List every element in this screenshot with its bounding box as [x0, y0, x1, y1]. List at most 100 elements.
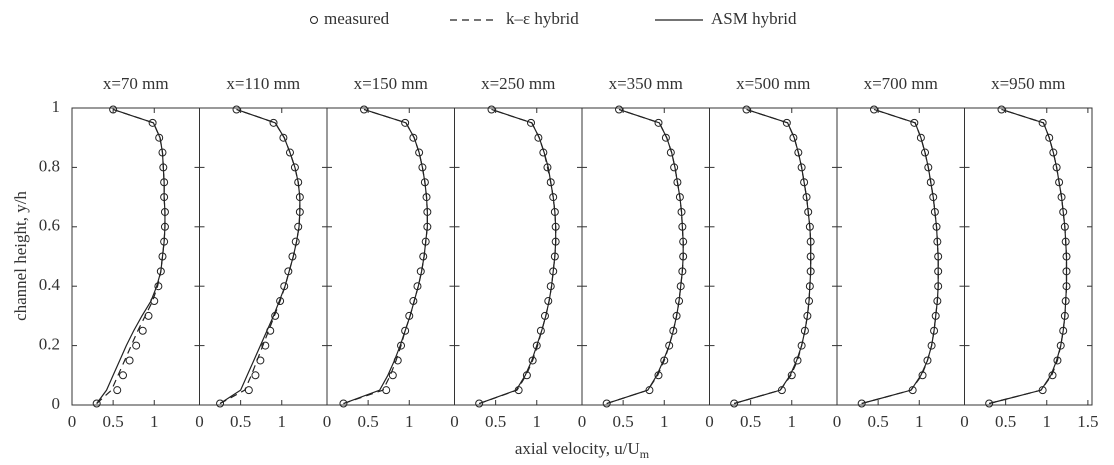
- data-point: [401, 326, 410, 335]
- dashed-line: [989, 108, 1068, 405]
- data-point: [216, 399, 225, 408]
- x-tick-label: 0: [833, 412, 842, 431]
- x-tick-label: 1: [150, 412, 159, 431]
- data-point: [615, 105, 624, 114]
- x-tick-label: 0: [68, 412, 77, 431]
- data-point: [279, 133, 288, 142]
- y-axis-label: channel height, y/h: [11, 191, 30, 321]
- data-point: [148, 118, 157, 127]
- panel-frame: [964, 107, 1093, 406]
- x-tick-label: 0: [323, 412, 332, 431]
- dashed-line: [219, 108, 301, 405]
- panel-frame: [71, 107, 200, 406]
- x-tick-label: 0: [195, 412, 204, 431]
- solid-line: [606, 108, 684, 405]
- dashed-line: [861, 108, 939, 405]
- data-point: [232, 105, 241, 114]
- data-point: [125, 356, 134, 365]
- data-point: [144, 311, 153, 320]
- x-tick-label: 1: [1043, 412, 1052, 431]
- data-point: [527, 118, 535, 127]
- dashed-line: [734, 108, 812, 405]
- data-point: [132, 341, 141, 350]
- data-point: [997, 105, 1006, 114]
- x-axis-label-subscript: m: [640, 447, 650, 461]
- data-point: [251, 371, 260, 380]
- data-point: [797, 341, 806, 350]
- x-tick-label: 0.5: [103, 412, 124, 431]
- panel-title: x=250 mm: [481, 74, 555, 93]
- data-point: [119, 371, 127, 380]
- legend-label: measured: [324, 9, 390, 28]
- x-tick-label: 0: [960, 412, 969, 431]
- data-point: [870, 105, 879, 114]
- data-point: [923, 356, 932, 365]
- solid-line: [219, 108, 301, 405]
- x-tick-label: 0: [450, 412, 459, 431]
- data-point: [782, 118, 791, 127]
- solid-line: [343, 108, 428, 405]
- x-tick-label: 0: [705, 412, 714, 431]
- x-tick-label: 1: [405, 412, 414, 431]
- solid-line: [734, 108, 812, 405]
- x-axis-label: axial velocity, u/Um: [515, 439, 650, 461]
- y-tick-label: 0.8: [39, 156, 60, 175]
- panel-frame: [326, 107, 455, 406]
- dashed-line: [96, 108, 166, 404]
- data-point: [1049, 148, 1058, 157]
- y-tick-label: 0.2: [39, 335, 60, 354]
- data-point: [794, 148, 803, 157]
- panel-frame: [581, 107, 710, 406]
- data-point: [388, 371, 397, 380]
- x-tick-label: 0.5: [740, 412, 761, 431]
- data-point: [916, 133, 925, 142]
- legend-label: k–ε hybrid: [506, 9, 579, 28]
- y-tick-label: 1: [52, 97, 61, 116]
- panel-title: x=700 mm: [864, 74, 938, 93]
- data-point: [1045, 133, 1054, 142]
- data-point: [661, 133, 670, 142]
- x-tick-label: 1.5: [1077, 412, 1098, 431]
- x-tick-label: 1: [915, 412, 924, 431]
- data-point: [290, 163, 299, 172]
- x-tick-label: 0: [578, 412, 587, 431]
- data-point: [285, 148, 294, 157]
- data-point: [138, 326, 147, 335]
- data-point: [669, 326, 678, 335]
- data-point: [921, 148, 930, 157]
- x-tick-label: 1: [660, 412, 669, 431]
- solid-line: [989, 108, 1068, 405]
- data-point: [1038, 118, 1047, 127]
- legend-label: ASM hybrid: [711, 9, 797, 28]
- data-point: [261, 341, 270, 350]
- data-point: [269, 118, 278, 127]
- solid-line: [861, 108, 939, 405]
- y-tick-label: 0.4: [39, 275, 61, 294]
- data-point: [401, 118, 410, 127]
- data-point: [475, 399, 484, 408]
- data-point: [742, 105, 751, 114]
- x-tick-label: 1: [278, 412, 287, 431]
- data-point: [415, 148, 424, 157]
- data-point: [789, 133, 798, 142]
- data-point: [487, 105, 496, 114]
- data-point: [360, 105, 369, 114]
- data-point: [339, 399, 348, 408]
- x-tick-label: 1: [533, 412, 542, 431]
- data-point: [409, 133, 418, 142]
- data-point: [665, 341, 674, 350]
- x-tick-label: 0.5: [485, 412, 506, 431]
- data-point: [92, 399, 101, 408]
- panel-frame: [454, 107, 583, 406]
- x-tick-label: 0.5: [995, 412, 1016, 431]
- data-point: [654, 118, 663, 127]
- x-axis-label-text: axial velocity, u/U: [515, 439, 640, 458]
- x-tick-label: 0.5: [230, 412, 251, 431]
- panel-title: x=500 mm: [736, 74, 810, 93]
- panel-frame: [836, 107, 965, 406]
- data-point: [109, 105, 118, 114]
- y-tick-label: 0: [52, 394, 61, 413]
- solid-line: [478, 108, 557, 405]
- data-point: [382, 386, 391, 395]
- legend-marker: [310, 16, 318, 24]
